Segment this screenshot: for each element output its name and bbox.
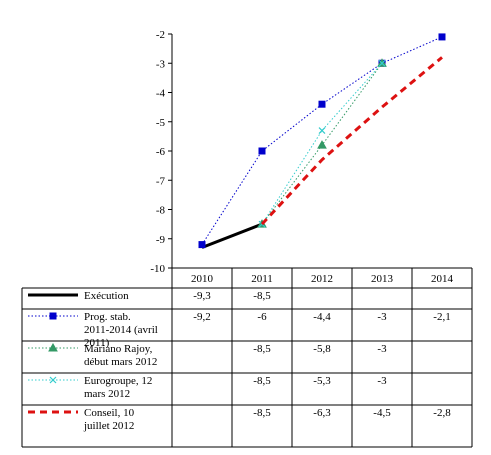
- series-point: [198, 241, 206, 249]
- series-1: [201, 222, 263, 249]
- legend-marker: [48, 342, 58, 352]
- legend-label: Mariano Rajoy, début mars 2012: [84, 343, 157, 368]
- y-tick-label: -5: [156, 117, 166, 129]
- series-line: [260, 56, 443, 226]
- y-tick-label: -10: [150, 263, 165, 275]
- series-point: [438, 33, 446, 41]
- table-row: Eurogroupe, 12 mars 2012 -8,5 -5,3 -3: [28, 375, 387, 400]
- legend-label-line: Exécution: [84, 290, 129, 302]
- x-category-label: 2014: [431, 273, 454, 285]
- table-row: Mariano Rajoy, début mars 2012 -8,5 -5,8 -3: [28, 342, 387, 368]
- data-label: -8,5: [253, 407, 271, 419]
- legend-label-line: juillet 2012: [83, 420, 134, 432]
- series-line: [201, 36, 443, 245]
- legend-label-line: Prog. stab.: [84, 311, 131, 323]
- data-label: -2,1: [433, 311, 450, 323]
- x-category-label: 2010: [191, 273, 214, 285]
- data-label: -5,8: [313, 343, 331, 355]
- series-point-stroke-b: [318, 127, 326, 134]
- data-label: -5,3: [313, 375, 331, 387]
- legend-label-line: Mariano Rajoy,: [84, 343, 153, 355]
- legend-label-line: Conseil, 10: [84, 407, 135, 419]
- series-3: [257, 58, 387, 228]
- data-label: -3: [377, 375, 387, 387]
- data-label: -3: [377, 343, 387, 355]
- legend-label: Eurogroupe, 12 mars 2012: [84, 375, 152, 400]
- table-row: Exécution -9,3 -8,5: [28, 290, 271, 302]
- legend-label-line: 2011-2014 (avril: [84, 324, 158, 336]
- table-row: Prog. stab. 2011-2014 (avril 2011) -9,2 -6 -4…: [28, 311, 451, 349]
- series-line: [201, 222, 263, 249]
- legend-label: Conseil, 10 juillet 2012: [83, 407, 135, 432]
- y-tick-label: -3: [156, 58, 166, 70]
- data-label: -9,2: [193, 311, 210, 323]
- legend-marker: [49, 312, 57, 320]
- legend-label: Exécution: [84, 290, 129, 302]
- legend-marker: [49, 376, 57, 384]
- data-label: -8,5: [253, 290, 271, 302]
- series-point-stroke-b: [378, 59, 386, 67]
- data-label: -8,5: [253, 375, 271, 387]
- data-label: -4,4: [313, 311, 331, 323]
- legend-label-line: Eurogroupe, 12: [84, 375, 152, 387]
- data-label: -8,5: [253, 343, 271, 355]
- data-label: -9,3: [193, 290, 211, 302]
- data-label: -3: [377, 311, 387, 323]
- series-point: [258, 147, 266, 155]
- series-point: [317, 140, 327, 149]
- y-tick-label: -2: [156, 29, 165, 41]
- data-label: -6: [257, 311, 267, 323]
- y-tick-label: -8: [156, 205, 166, 217]
- series-point: [318, 100, 326, 108]
- legend-marker-stroke-b: [49, 376, 57, 384]
- series-point: [378, 59, 386, 67]
- x-category-label: 2011: [251, 273, 273, 285]
- legend-label: Prog. stab. 2011-2014 (avril 2011): [84, 311, 158, 349]
- legend-label-line: 2011): [84, 337, 110, 349]
- data-label: -4,5: [373, 407, 391, 419]
- y-tick-label: -9: [156, 234, 166, 246]
- y-tick-label: -6: [156, 146, 166, 158]
- legend-label-line: mars 2012: [84, 388, 130, 400]
- x-category-label: 2013: [371, 273, 394, 285]
- data-label: -6,3: [313, 407, 331, 419]
- series-5: [260, 56, 443, 226]
- y-tick-label: -7: [156, 175, 166, 187]
- x-category-label: 2012: [311, 273, 333, 285]
- legend-label-line: début mars 2012: [84, 356, 157, 368]
- y-tick-label: -4: [156, 88, 166, 100]
- data-label: -2,8: [433, 407, 451, 419]
- table-row: Conseil, 10 juillet 2012 -8,5 -6,3 -4,5 -2,8: [28, 407, 451, 432]
- series-point: [318, 127, 326, 134]
